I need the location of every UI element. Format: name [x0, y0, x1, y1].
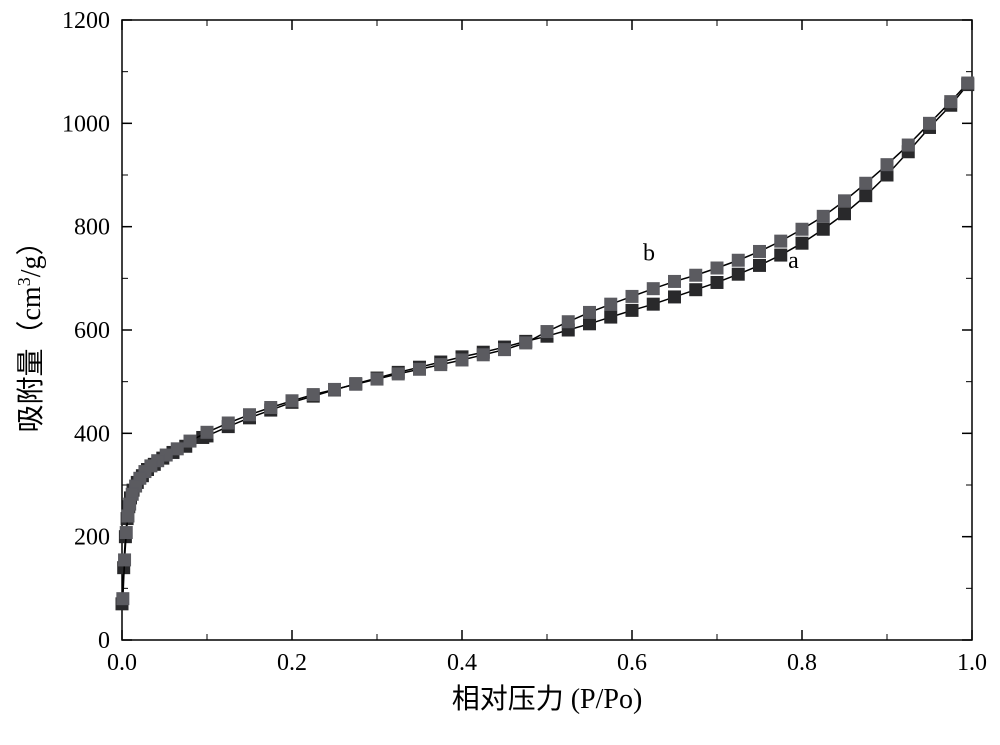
series-b-marker	[945, 96, 957, 108]
series-b-marker	[265, 402, 277, 414]
series-b-marker	[541, 326, 553, 338]
series-b-marker	[499, 344, 511, 356]
series-b-marker	[711, 262, 723, 274]
series-b-marker	[119, 554, 131, 566]
x-tick-label: 0.4	[447, 650, 477, 676]
series-a-marker	[690, 284, 702, 296]
series-a-marker	[669, 291, 681, 303]
series-b-marker	[584, 306, 596, 318]
series-b-marker	[796, 223, 808, 235]
series-b-marker	[244, 409, 256, 421]
series-b-marker	[307, 389, 319, 401]
series-b-marker	[124, 498, 136, 510]
series-b-marker	[184, 435, 196, 447]
series-a-marker	[605, 311, 617, 323]
series-b-marker	[171, 443, 183, 455]
series-b-marker	[222, 417, 234, 429]
series-b-marker	[860, 177, 872, 189]
series-b-marker	[669, 275, 681, 287]
series-b-marker	[732, 254, 744, 266]
x-tick-label: 1.0	[957, 650, 987, 676]
y-axis-title: 吸附量（cm3/g）	[14, 228, 47, 433]
isotherm-chart: 0.0 0.2 0.4 0.6 0.8 1.0 0 200 400 600 800 1000 1200 相…	[0, 0, 1000, 745]
y-tick-label: 400	[74, 421, 110, 447]
x-tick-label: 0.0	[107, 650, 137, 676]
series-a-marker	[647, 298, 659, 310]
series-a-marker	[754, 259, 766, 271]
series-b-marker	[120, 527, 132, 539]
y-tick-label: 600	[74, 318, 110, 344]
series-a-label: a	[788, 248, 799, 274]
series-a-marker	[860, 190, 872, 202]
series-b-marker	[520, 337, 532, 349]
y-tick-label: 200	[74, 525, 110, 551]
series-a-marker	[839, 208, 851, 220]
series-b-marker	[435, 359, 447, 371]
series-b-marker	[647, 283, 659, 295]
series-a-marker	[817, 223, 829, 235]
x-tick-label: 0.6	[617, 650, 647, 676]
series-b-marker	[201, 426, 213, 438]
y-tick-label: 1200	[62, 8, 110, 34]
series-b-marker	[456, 354, 468, 366]
series-b-marker	[392, 368, 404, 380]
series-b-marker	[902, 139, 914, 151]
series-b-marker	[962, 77, 974, 89]
series-b-marker	[122, 510, 134, 522]
series-b-marker	[881, 159, 893, 171]
y-tick-label: 1000	[62, 111, 110, 137]
series-b-label: b	[643, 240, 655, 266]
y-tick-label: 0	[98, 628, 110, 654]
series-b-marker	[626, 290, 638, 302]
series-b-marker	[690, 269, 702, 281]
series-a-marker	[732, 268, 744, 280]
series-b-marker	[839, 195, 851, 207]
series-b-marker	[117, 593, 129, 605]
x-tick-label: 0.8	[787, 650, 817, 676]
series-b-marker	[775, 235, 787, 247]
series-b-marker	[329, 383, 341, 395]
y-tick-label: 800	[74, 215, 110, 241]
series-a-marker	[584, 318, 596, 330]
series-b-marker	[562, 316, 574, 328]
series-b-marker	[286, 395, 298, 407]
series-b-marker	[754, 245, 766, 257]
series-b-marker	[605, 298, 617, 310]
series-b-marker	[924, 117, 936, 129]
series-b-marker	[371, 373, 383, 385]
x-axis-title: 相对压力 (P/Po)	[452, 683, 643, 715]
series-b-marker	[817, 210, 829, 222]
series-b-marker	[414, 363, 426, 375]
x-tick-label: 0.2	[277, 650, 307, 676]
series-a-marker	[711, 276, 723, 288]
series-a-marker	[775, 249, 787, 261]
series-a-line	[122, 85, 968, 604]
series-b-marker	[350, 378, 362, 390]
series-a-marker	[626, 304, 638, 316]
series-b-marker	[477, 349, 489, 361]
